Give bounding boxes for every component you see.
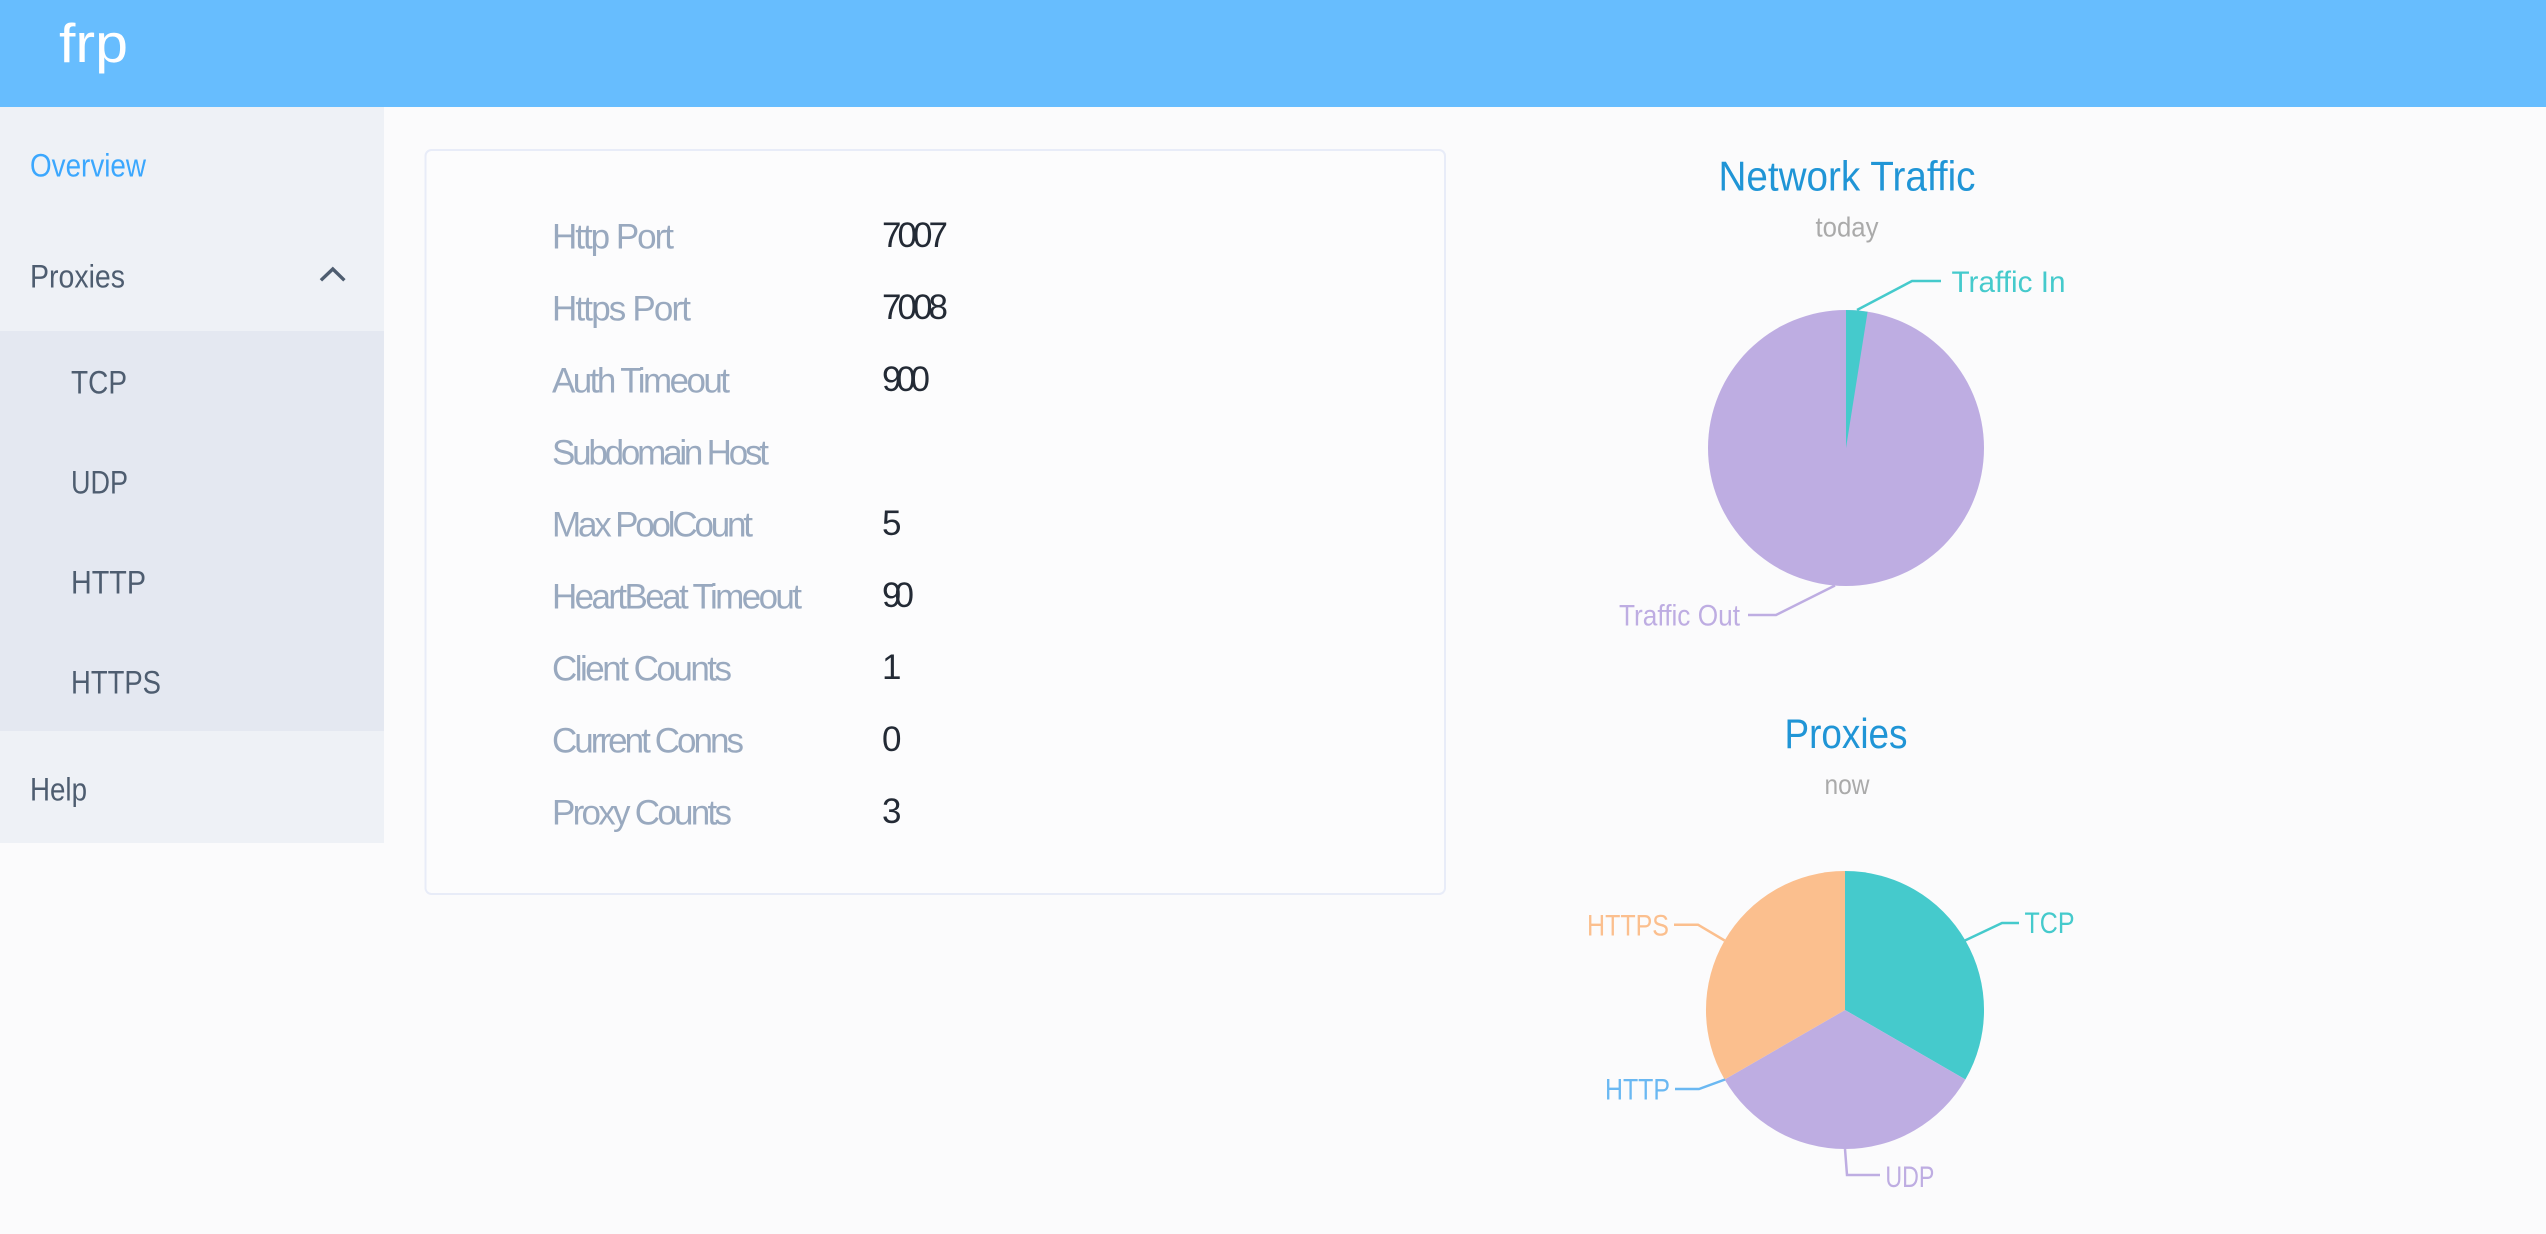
svg-text:7007: 7007 (882, 216, 948, 255)
svg-text:Max PoolCount: Max PoolCount (552, 506, 753, 545)
svg-text:1: 1 (882, 648, 901, 687)
svg-text:today: today (1816, 212, 1879, 243)
svg-text:TCP: TCP (2025, 907, 2075, 940)
svg-text:0: 0 (882, 720, 901, 759)
svg-text:Help: Help (30, 772, 87, 808)
svg-text:frp: frp (59, 12, 128, 74)
svg-text:HTTPS: HTTPS (71, 665, 161, 701)
svg-text:HeartBeat Timeout: HeartBeat Timeout (552, 578, 802, 617)
svg-text:Client Counts: Client Counts (552, 650, 732, 689)
svg-text:7008: 7008 (882, 288, 948, 327)
svg-text:Traffic In: Traffic In (1952, 266, 2066, 299)
svg-text:HTTP: HTTP (1605, 1074, 1670, 1107)
svg-text:3: 3 (882, 792, 901, 831)
svg-text:Proxies: Proxies (30, 259, 125, 295)
svg-text:5: 5 (882, 504, 901, 543)
svg-text:900: 900 (882, 360, 930, 399)
svg-text:Https Port: Https Port (552, 290, 691, 329)
svg-text:Subdomain Host: Subdomain Host (552, 434, 769, 473)
svg-text:Proxy Counts: Proxy Counts (552, 794, 732, 833)
svg-text:UDP: UDP (71, 465, 128, 501)
svg-text:HTTPS: HTTPS (1587, 910, 1669, 943)
svg-text:Network Traffic: Network Traffic (1719, 153, 1976, 200)
svg-text:UDP: UDP (1885, 1161, 1934, 1194)
svg-text:Current Conns: Current Conns (552, 722, 744, 761)
svg-text:90: 90 (882, 576, 914, 615)
svg-text:Overview: Overview (30, 148, 147, 184)
svg-text:Http Port: Http Port (552, 218, 674, 257)
svg-text:Traffic Out: Traffic Out (1619, 600, 1741, 633)
svg-text:now: now (1825, 769, 1871, 800)
svg-text:TCP: TCP (71, 365, 127, 401)
svg-text:Auth Timeout: Auth Timeout (552, 362, 730, 401)
svg-text:Proxies: Proxies (1785, 710, 1908, 757)
svg-text:HTTP: HTTP (71, 565, 146, 601)
